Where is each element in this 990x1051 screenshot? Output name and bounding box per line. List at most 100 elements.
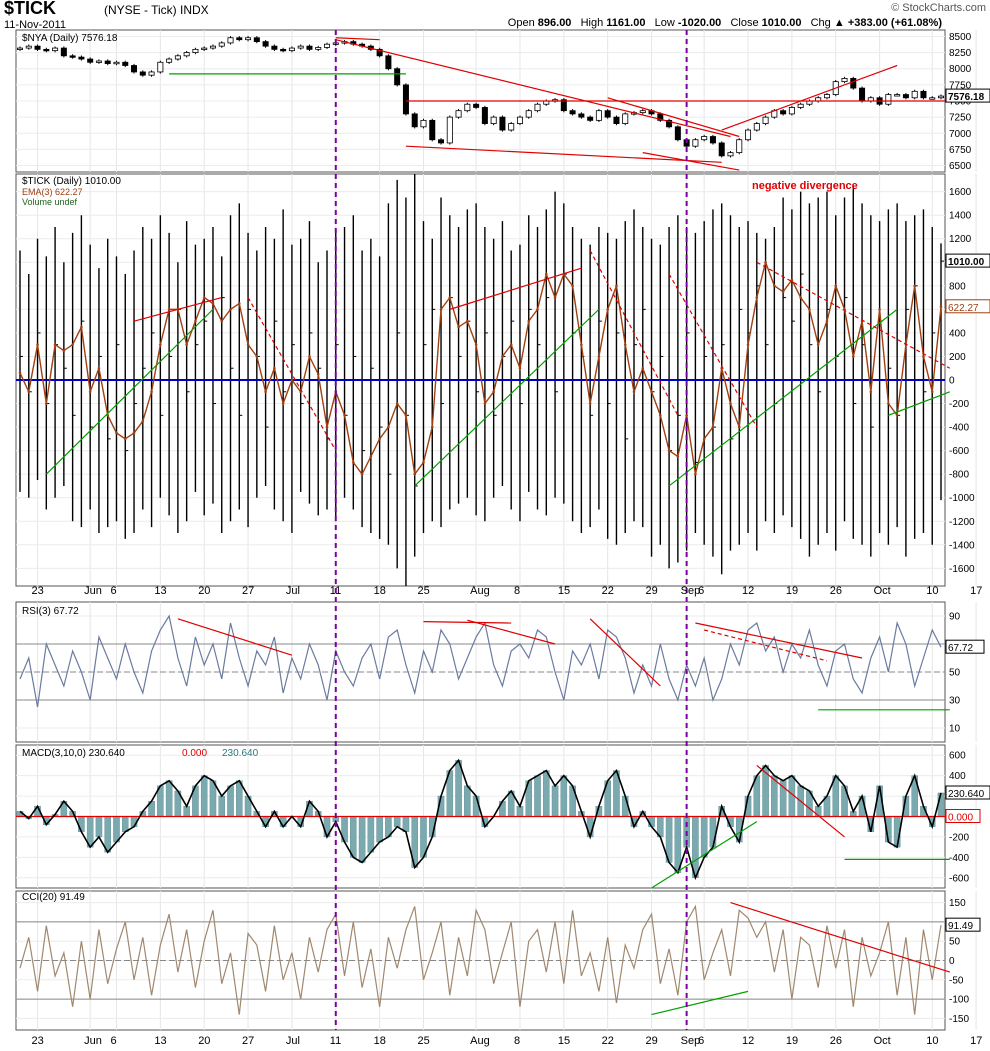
- y-tick-label: 50: [949, 937, 961, 948]
- candle-body: [385, 55, 392, 70]
- uptrend-line-green-3: [668, 308, 898, 487]
- x-tick-label: 26: [830, 585, 842, 597]
- candle-body: [464, 103, 471, 112]
- candle-body: [271, 45, 278, 50]
- candle-body: [666, 119, 673, 128]
- ema-point: [773, 284, 776, 288]
- ema-point: [676, 455, 680, 458]
- last-value-box: [945, 785, 990, 800]
- ema-point: [185, 343, 188, 346]
- ema-point: [45, 402, 48, 405]
- macd-hist-bar: [358, 816, 366, 863]
- resistance-line-red-2: [449, 267, 582, 310]
- y-tick-label: 0: [949, 376, 955, 387]
- last-value-label-rsi: 67.72: [948, 643, 973, 654]
- candle-body: [622, 113, 629, 124]
- ema-point: [202, 296, 206, 299]
- y-tick-label: 10: [949, 724, 961, 735]
- candle-body: [52, 47, 59, 52]
- ema-point: [159, 343, 162, 346]
- candle-body: [885, 94, 892, 105]
- y-tick-label: -600: [949, 873, 969, 884]
- ema-point: [115, 431, 118, 435]
- chart-title-symbol: $TICK: [4, 0, 57, 18]
- cci-uptrend-green: [651, 990, 749, 1016]
- ema-point: [492, 390, 495, 394]
- ema-point: [290, 378, 294, 382]
- index-tag: INDX: [180, 3, 209, 17]
- macd-hist-bar: [78, 816, 85, 833]
- ema-point: [623, 343, 627, 346]
- candle-body: [499, 116, 506, 131]
- ema-point: [422, 461, 425, 464]
- ema-point: [194, 319, 197, 323]
- candle-body: [639, 110, 646, 114]
- x-tick-label: Jul: [286, 1035, 300, 1047]
- x-tick-label: 6: [698, 585, 704, 597]
- x-tick-label: 11: [330, 1035, 341, 1047]
- y-tick-label: -50: [949, 975, 964, 986]
- y-tick-label: 8500: [949, 32, 972, 43]
- candle-body: [692, 139, 699, 147]
- x-tick-label: 25: [417, 1035, 429, 1047]
- macd-hist-bar: [543, 770, 550, 817]
- rsi-line: [19, 614, 942, 708]
- macd-hist-bar: [937, 792, 945, 817]
- macd-hist-bar: [165, 780, 173, 817]
- description-text: (NYSE - Tick): [104, 3, 177, 17]
- macd-hist-bar: [393, 816, 401, 827]
- macd-hist-bar: [367, 816, 375, 853]
- ema-point: [825, 319, 829, 323]
- rsi-trend-red: [177, 618, 293, 656]
- macd-trend-red: [756, 764, 845, 838]
- macd-hist-bar: [551, 785, 559, 817]
- ema-point: [781, 290, 785, 294]
- candle-body: [762, 116, 769, 124]
- candle-body: [139, 71, 146, 76]
- candle-body: [87, 58, 94, 63]
- last-value-box: [945, 88, 990, 103]
- candle-body: [227, 37, 234, 44]
- y-tick-label: 50: [949, 668, 961, 679]
- ema-point: [939, 305, 943, 309]
- candle-body: [253, 37, 260, 43]
- ohlc-close-label: Close: [730, 17, 759, 29]
- y-tick-label: 30: [949, 696, 961, 707]
- ema-point: [878, 308, 881, 311]
- x-tick-label: 13: [154, 585, 166, 597]
- macd-hist-bar: [560, 775, 568, 817]
- candle-body: [148, 71, 155, 76]
- x-tick-label: 17: [970, 585, 982, 597]
- candle-body: [104, 60, 111, 64]
- candle-body: [911, 90, 918, 99]
- y-tick-label: 200: [949, 352, 966, 363]
- ema-point: [887, 402, 890, 405]
- candle-body: [438, 139, 445, 144]
- ema-point: [869, 390, 873, 394]
- ema-value-box: [945, 299, 990, 314]
- ema-point: [553, 296, 557, 299]
- ema-point: [316, 372, 320, 376]
- y-tick-label: -150: [949, 1014, 969, 1025]
- chart-date: 11-Nov-2011: [4, 19, 66, 31]
- macd-line: [19, 758, 942, 881]
- y-tick-label: -1600: [949, 564, 975, 575]
- x-tick-label: 17: [970, 1035, 982, 1047]
- ema-point: [457, 325, 460, 329]
- ema-point: [580, 343, 583, 346]
- y-tick-label: 150: [949, 898, 966, 909]
- legend-volume: Volume undef: [22, 197, 78, 207]
- x-tick-label: Oct: [874, 1035, 891, 1047]
- x-tick-label: 8: [514, 1035, 520, 1047]
- candle-body: [753, 123, 760, 131]
- ema-point: [430, 425, 434, 429]
- y-tick-label: -1200: [949, 517, 975, 528]
- ema-point: [439, 308, 443, 311]
- candle-body: [323, 43, 330, 48]
- downtrend-line-red: [335, 39, 731, 138]
- candle-body: [60, 47, 67, 57]
- y-tick-label: -200: [949, 399, 969, 410]
- last-value-label-macd: 230.640: [948, 789, 985, 800]
- ema-point: [606, 308, 609, 311]
